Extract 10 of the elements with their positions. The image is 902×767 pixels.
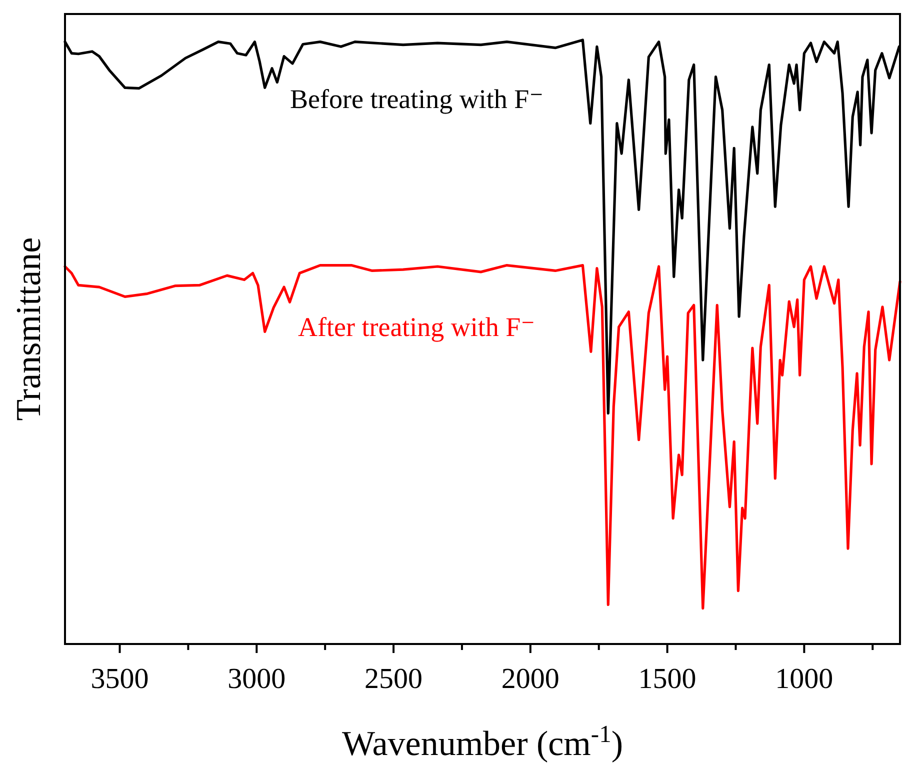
series-label: After treating with F⁻	[298, 312, 535, 342]
x-tick-label: 3000	[228, 663, 286, 695]
y-axis-title: Transmittane	[9, 237, 48, 421]
x-tick-label: 3500	[90, 663, 149, 695]
x-tick-label: 2500	[364, 663, 423, 695]
series-label: Before treating with F⁻	[290, 84, 544, 114]
x-tick-label: 1500	[638, 663, 696, 695]
x-tick-label: 2000	[501, 663, 560, 695]
x-axis-title: Wavenumber (cm$^{-1}$)	[342, 720, 623, 763]
x-tick-label: 1000	[775, 663, 834, 695]
